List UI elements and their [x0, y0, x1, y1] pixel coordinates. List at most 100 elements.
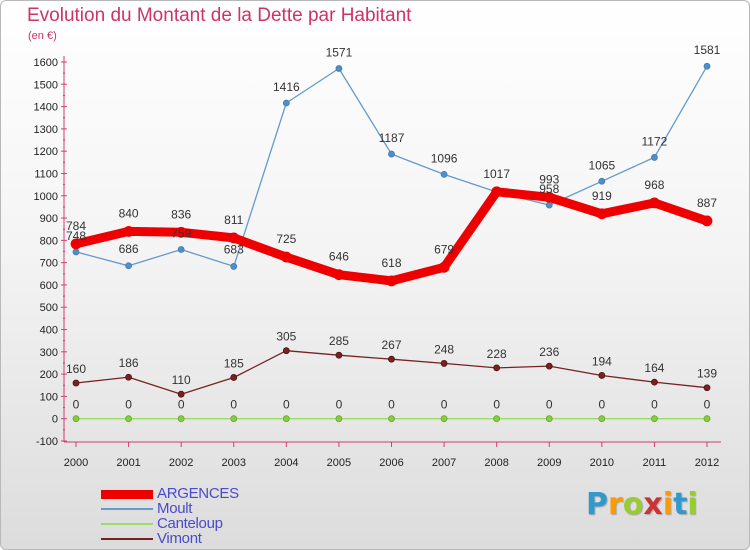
data-point-canteloup	[440, 415, 448, 423]
data-label-moult: 1187	[379, 131, 405, 145]
data-point-argences	[123, 226, 134, 237]
x-tick-label: 2005	[327, 457, 351, 469]
data-point-vimont	[282, 347, 290, 355]
data-label-argences: 968	[644, 178, 664, 192]
data-point-vimont	[177, 390, 185, 398]
data-label-argences: 811	[224, 213, 243, 227]
data-point-vimont	[651, 378, 658, 386]
y-tick-label: 1000	[34, 191, 58, 203]
data-point-moult	[335, 65, 343, 72]
data-label-vimont: 248	[434, 342, 454, 356]
logo-letter: r	[608, 487, 623, 522]
data-point-moult	[177, 246, 185, 253]
data-label-canteloup: 0	[178, 398, 185, 412]
data-point-canteloup	[493, 415, 501, 423]
data-label-argences: 993	[539, 172, 559, 186]
data-label-moult: 1172	[642, 134, 668, 148]
x-tick-label: 2006	[379, 457, 403, 469]
data-point-moult	[72, 248, 80, 256]
data-label-moult: 958	[539, 182, 559, 196]
data-label-vimont: 194	[592, 354, 612, 368]
x-tick-label: 2008	[484, 457, 508, 469]
x-tick-label: 2007	[432, 457, 456, 469]
data-label-vimont: 267	[381, 338, 401, 352]
y-tick-label: 400	[40, 325, 58, 337]
data-point-canteloup	[177, 415, 185, 423]
value-labels: 784 840 836 811 725 646 618 679 993 919 968 887 748 6…	[66, 43, 721, 411]
y-tick-label: 300	[40, 347, 58, 359]
data-label-vimont: 164	[644, 361, 664, 375]
data-point-moult	[703, 62, 711, 70]
data-point-argences	[280, 251, 292, 263]
data-label-canteloup: 0	[704, 398, 711, 412]
data-point-vimont	[388, 355, 395, 363]
data-point-vimont	[493, 364, 501, 372]
data-label-moult: 686	[119, 242, 139, 256]
data-label-moult: 1017	[483, 167, 510, 181]
y-tick-label: 1100	[34, 168, 58, 180]
x-tick-label: 2004	[274, 457, 298, 469]
data-point-vimont	[440, 360, 448, 367]
data-label-vimont: 228	[487, 347, 507, 361]
data-label-argences: 840	[119, 206, 139, 220]
data-point-moult	[440, 170, 448, 178]
logo-letter: o	[622, 487, 644, 522]
data-label-vimont: 160	[66, 362, 86, 376]
legend-swatch-argences	[101, 490, 153, 499]
data-point-vimont	[125, 373, 132, 381]
data-label-canteloup: 0	[651, 398, 658, 412]
y-tick-label: 500	[40, 302, 58, 314]
data-point-argences	[596, 208, 608, 220]
data-label-vimont: 185	[224, 356, 244, 370]
data-label-argences: 836	[171, 207, 191, 221]
data-label-vimont: 305	[276, 330, 296, 344]
data-point-canteloup	[125, 415, 132, 423]
series-points	[70, 62, 713, 423]
data-point-argences	[386, 275, 397, 287]
data-label-canteloup: 0	[598, 398, 605, 412]
data-label-moult: 748	[66, 229, 86, 243]
y-tick-label: 600	[40, 280, 58, 292]
logo-letter: i	[687, 487, 698, 522]
data-label-canteloup: 0	[388, 398, 395, 412]
data-label-argences: 919	[592, 189, 612, 203]
data-point-moult	[230, 263, 238, 270]
y-tick-label: 0	[52, 414, 58, 426]
data-point-moult	[388, 150, 395, 158]
data-label-argences: 679	[434, 242, 454, 256]
chart-title: Evolution du Montant de la Dette par Hab…	[27, 5, 412, 26]
data-point-vimont	[72, 379, 80, 387]
logo-letter: P	[586, 487, 608, 522]
data-point-moult	[545, 201, 553, 209]
y-tick-label: 1500	[34, 79, 58, 91]
data-point-argences	[333, 269, 345, 281]
legend-label-moult: Moult	[157, 500, 193, 517]
data-label-moult: 759	[171, 226, 191, 240]
data-point-argences	[701, 215, 713, 227]
data-point-argences	[543, 191, 555, 203]
data-point-moult	[282, 99, 290, 107]
logo-letter: x	[643, 487, 663, 522]
y-tick-label: -100	[36, 436, 58, 448]
data-point-canteloup	[335, 415, 343, 423]
data-point-moult	[598, 177, 606, 185]
data-label-canteloup: 0	[283, 398, 290, 412]
data-label-canteloup: 0	[336, 398, 343, 412]
data-point-canteloup	[545, 415, 553, 423]
data-point-canteloup	[282, 415, 290, 423]
data-point-canteloup	[72, 415, 80, 423]
data-label-vimont: 110	[172, 373, 191, 387]
data-point-vimont	[545, 362, 553, 370]
data-point-argences	[70, 238, 82, 250]
legend-swatch-canteloup	[101, 523, 153, 525]
legend-swatch-vimont	[101, 538, 153, 540]
data-point-canteloup	[388, 415, 395, 423]
data-point-canteloup	[230, 415, 238, 423]
series-lines	[71, 65, 712, 420]
data-label-moult: 1581	[694, 43, 721, 57]
data-point-vimont	[335, 351, 343, 359]
data-point-argences	[438, 261, 450, 273]
data-point-moult	[125, 262, 132, 270]
